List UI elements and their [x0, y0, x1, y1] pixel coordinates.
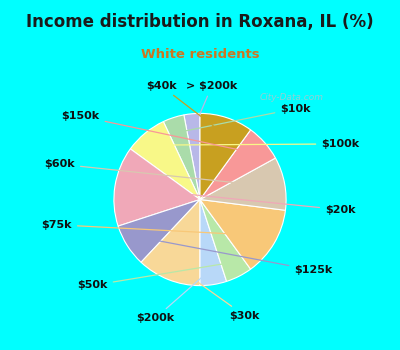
Wedge shape	[184, 113, 200, 200]
Wedge shape	[200, 158, 286, 210]
Wedge shape	[118, 199, 200, 262]
Text: Income distribution in Roxana, IL (%): Income distribution in Roxana, IL (%)	[26, 13, 374, 32]
Text: $10k: $10k	[181, 104, 311, 132]
Wedge shape	[163, 115, 200, 200]
Text: $60k: $60k	[44, 159, 266, 186]
Wedge shape	[114, 149, 200, 226]
Text: $30k: $30k	[176, 267, 260, 321]
Text: $50k: $50k	[77, 263, 229, 290]
Wedge shape	[200, 199, 227, 286]
Text: $125k: $125k	[143, 238, 332, 275]
Text: City-Data.com: City-Data.com	[260, 93, 324, 103]
Text: > $200k: > $200k	[186, 81, 238, 127]
Wedge shape	[130, 121, 200, 200]
Wedge shape	[200, 199, 251, 281]
Wedge shape	[200, 199, 286, 269]
Wedge shape	[200, 130, 276, 199]
Text: $75k: $75k	[42, 220, 258, 235]
Wedge shape	[200, 113, 251, 200]
Text: White residents: White residents	[141, 48, 259, 61]
Text: $40k: $40k	[146, 81, 220, 131]
Wedge shape	[141, 199, 200, 286]
Text: $20k: $20k	[133, 189, 356, 215]
Text: $200k: $200k	[136, 271, 209, 323]
Text: $100k: $100k	[158, 139, 359, 149]
Text: $150k: $150k	[62, 111, 250, 152]
